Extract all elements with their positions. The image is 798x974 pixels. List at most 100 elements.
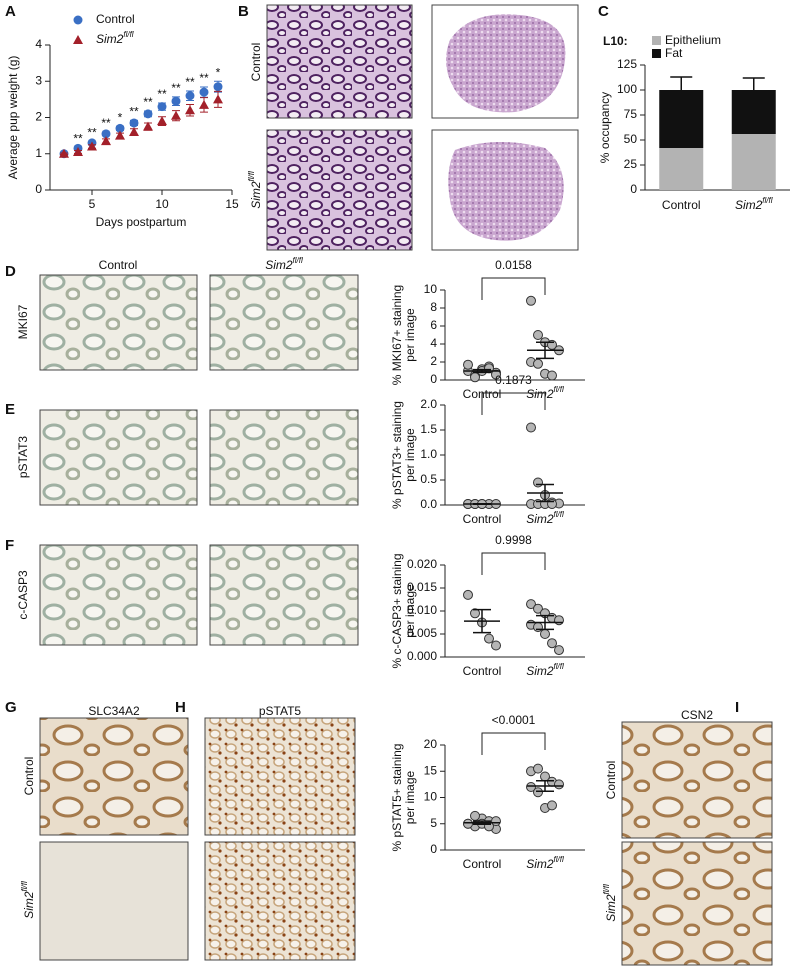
y-axis-label: per image bbox=[403, 308, 417, 362]
legend-swatch bbox=[652, 36, 661, 45]
significance-bracket bbox=[481, 552, 546, 575]
y-tick-label: 2.0 bbox=[420, 397, 437, 411]
x-tick-label-base: Sim2 bbox=[526, 512, 554, 526]
y-tick-label: 100 bbox=[617, 82, 637, 96]
data-point bbox=[554, 615, 564, 626]
data-point bbox=[547, 370, 557, 381]
y-tick-label: 4 bbox=[35, 37, 42, 51]
x-tick-label-sup: fl/fl bbox=[554, 662, 564, 671]
significance-mark: ** bbox=[185, 75, 195, 89]
data-point bbox=[101, 136, 111, 146]
x-tick-label: 10 bbox=[155, 197, 169, 211]
significance-mark: ** bbox=[157, 87, 167, 101]
micrograph bbox=[204, 717, 356, 836]
data-point bbox=[554, 779, 564, 790]
micrograph bbox=[266, 129, 413, 251]
sem-bar bbox=[473, 820, 491, 826]
significance-mark: * bbox=[216, 65, 221, 79]
row-label-sup: fl/fl bbox=[20, 881, 29, 891]
data-point bbox=[463, 589, 473, 600]
sem-bar bbox=[536, 341, 554, 360]
data-point bbox=[115, 123, 125, 133]
data-point bbox=[533, 622, 543, 633]
data-point bbox=[129, 127, 139, 136]
micrograph bbox=[266, 4, 413, 119]
data-point bbox=[491, 640, 501, 651]
y-tick-label: 25 bbox=[624, 157, 638, 171]
micrograph bbox=[621, 841, 773, 966]
legend-label: Fat bbox=[665, 46, 683, 60]
legend-label: Sim2fl/fl bbox=[96, 30, 134, 46]
p-value: 0.0158 bbox=[495, 258, 532, 272]
column-label: Sim2fl/fl bbox=[265, 256, 303, 272]
legend-label: Control bbox=[96, 12, 135, 26]
y-axis-label: Average pup weight (g) bbox=[6, 56, 20, 180]
x-tick-label: Sim2fl/fl bbox=[526, 662, 564, 678]
x-tick-label: 5 bbox=[89, 197, 96, 211]
legend-marker bbox=[73, 35, 83, 44]
row-label: Control bbox=[249, 43, 263, 82]
row-label: Control bbox=[22, 757, 36, 796]
x-tick-label-sup: fl/fl bbox=[554, 510, 564, 519]
significance-mark: ** bbox=[143, 95, 153, 109]
data-point bbox=[171, 110, 181, 120]
x-tick-label-sup: fl/fl bbox=[762, 196, 772, 205]
panel-letter: A bbox=[5, 3, 16, 20]
y-tick-label: 0.005 bbox=[407, 626, 437, 640]
sem-bar bbox=[536, 779, 554, 792]
panel-letter: D bbox=[5, 263, 16, 280]
y-tick-label: 10 bbox=[424, 282, 438, 296]
bar-segment bbox=[731, 90, 776, 134]
data-point bbox=[157, 116, 167, 126]
data-point bbox=[143, 121, 153, 131]
sem-bar bbox=[473, 503, 491, 505]
data-point bbox=[526, 295, 536, 306]
y-axis-label: per image bbox=[403, 428, 417, 482]
x-tick-label: Sim2fl/fl bbox=[735, 196, 773, 212]
x-tick-label: 15 bbox=[225, 197, 239, 211]
data-point bbox=[491, 369, 501, 380]
data-point bbox=[157, 102, 167, 112]
x-tick-label-base: Sim2 bbox=[526, 387, 554, 401]
x-tick-label-base: Sim2 bbox=[526, 664, 554, 678]
x-tick-label: Control bbox=[662, 198, 701, 212]
row-label-base: Sim2 bbox=[249, 181, 263, 209]
bar-segment bbox=[659, 148, 704, 190]
data-point bbox=[533, 477, 543, 488]
sem-bar bbox=[536, 483, 554, 503]
y-axis-label: % pSTAT5+ staining bbox=[390, 744, 404, 852]
legend-label-base: Sim2 bbox=[96, 32, 124, 46]
x-tick-label-base: Sim2 bbox=[526, 857, 554, 871]
row-label-sup: fl/fl bbox=[247, 171, 256, 181]
y-tick-label: 0 bbox=[430, 842, 437, 856]
y-tick-label: 0 bbox=[430, 372, 437, 386]
panel-letter: B bbox=[238, 3, 249, 20]
panel-letter: G bbox=[5, 699, 17, 716]
y-axis-label: per image bbox=[403, 584, 417, 638]
row-label-base: Sim2 bbox=[604, 894, 618, 922]
x-tick-label-base: Sim2 bbox=[735, 198, 763, 212]
data-point bbox=[470, 810, 480, 821]
legend-swatch bbox=[652, 49, 661, 58]
legend-title: L10: bbox=[603, 34, 628, 48]
column-label-base: Sim2 bbox=[265, 258, 293, 272]
y-tick-label: 125 bbox=[617, 57, 637, 71]
x-tick-label-sup: fl/fl bbox=[554, 855, 564, 864]
tissue-section bbox=[448, 141, 564, 241]
panel-letter: F bbox=[5, 537, 14, 554]
data-point bbox=[199, 87, 209, 97]
significance-mark: ** bbox=[101, 116, 111, 130]
micrograph bbox=[39, 274, 198, 371]
image-title: SLC34A2 bbox=[88, 704, 140, 718]
micrograph bbox=[39, 544, 198, 646]
data-point bbox=[213, 94, 223, 104]
y-tick-label: 4 bbox=[430, 336, 437, 350]
y-tick-label: 15 bbox=[424, 763, 438, 777]
data-point bbox=[87, 141, 97, 151]
panel-letter: E bbox=[5, 401, 15, 418]
y-tick-label: 50 bbox=[624, 132, 638, 146]
data-point bbox=[533, 787, 543, 798]
data-point bbox=[59, 148, 69, 158]
image-title: pSTAT5 bbox=[259, 704, 302, 718]
